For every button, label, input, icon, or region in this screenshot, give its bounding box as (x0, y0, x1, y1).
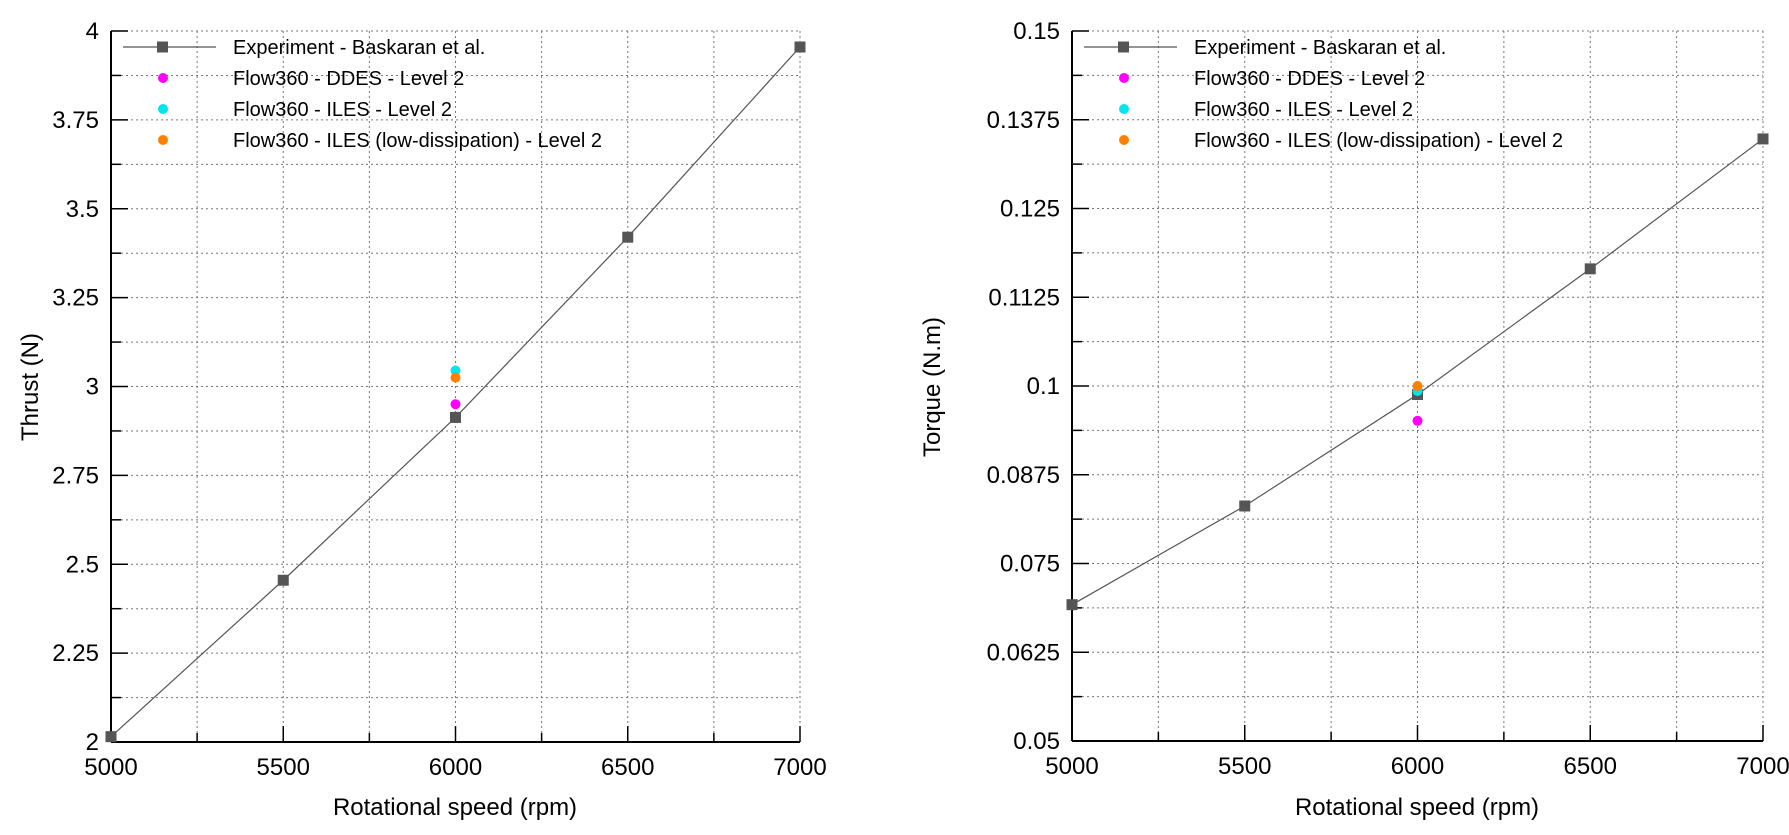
y-tick-label: 4 (86, 18, 99, 45)
x-tick-label: 5500 (1218, 753, 1271, 780)
data-point-circle (450, 365, 461, 376)
y-tick-label: 2.75 (52, 462, 99, 489)
x-tick-label: 6500 (601, 754, 654, 781)
torque-chart: Rotational speed (rpm) Torque (N.m) 5000… (919, 18, 1789, 821)
y-tick-label: 0.15 (1013, 18, 1060, 45)
data-point-square (105, 731, 117, 743)
x-tick-label: 7000 (1736, 753, 1789, 780)
data-point-square (622, 231, 634, 243)
legend-label: Flow360 - DDES - Level 2 (233, 68, 464, 90)
y-tick-label: 0.1125 (988, 284, 1060, 311)
legend-label: Flow360 - ILES (low-dissipation) - Level… (233, 130, 602, 152)
legend-label: Flow360 - DDES - Level 2 (1194, 68, 1425, 90)
legend-label: Experiment - Baskaran et al. (1194, 37, 1446, 59)
y-tick-label: 0.1 (1027, 373, 1060, 400)
x-tick-label: 6000 (1391, 753, 1444, 780)
legend-label: Experiment - Baskaran et al. (233, 37, 485, 59)
data-point-square (794, 41, 806, 53)
data-point-square (1584, 263, 1596, 275)
y-axis-label: Thrust (N) (17, 333, 44, 441)
y-tick-label: 3.25 (52, 285, 99, 312)
legend-label: Flow360 - ILES - Level 2 (1194, 99, 1413, 121)
data-point-circle (1412, 381, 1423, 391)
legend-label: Flow360 - ILES (low-dissipation) - Level… (1194, 130, 1563, 152)
legend-marker-square (157, 41, 168, 53)
data-point-square (277, 574, 289, 586)
data-point-square (1066, 599, 1078, 611)
x-tick-label: 5000 (1045, 753, 1098, 780)
legend-marker-circle (158, 135, 168, 145)
y-tick-label: 2.5 (66, 551, 99, 578)
x-tick-label: 7000 (773, 754, 826, 781)
x-tick-label: 5000 (84, 754, 137, 781)
y-tick-label: 3 (86, 374, 99, 401)
legend-marker-circle (158, 104, 168, 114)
y-tick-label: 3.5 (66, 196, 99, 223)
legend-marker-square (1118, 41, 1129, 53)
data-point-circle (1412, 415, 1423, 426)
data-point-circle (450, 372, 461, 383)
legend-marker-circle (1119, 135, 1129, 145)
data-point-square (450, 411, 461, 423)
legend-label: Flow360 - ILES - Level 2 (233, 99, 452, 121)
legend-marker-circle (158, 73, 168, 83)
x-tick-label: 6000 (429, 754, 482, 781)
y-tick-label: 2 (86, 729, 99, 756)
data-point-circle (450, 399, 461, 410)
x-axis-label: Rotational speed (rpm) (1295, 794, 1539, 821)
y-tick-label: 0.0875 (987, 462, 1060, 489)
y-axis-label: Torque (N.m) (919, 317, 946, 457)
y-tick-label: 0.05 (1013, 728, 1060, 755)
x-axis-label: Rotational speed (rpm) (333, 794, 577, 821)
thrust-chart: Rotational speed (rpm) Thrust (N) 5000 55… (17, 18, 827, 821)
data-point-square (1239, 500, 1251, 512)
y-tick-label: 0.0625 (987, 639, 1060, 666)
y-tick-label: 3.75 (52, 107, 99, 134)
legend-marker-circle (1119, 73, 1129, 83)
y-tick-label: 0.125 (1000, 196, 1060, 223)
y-tick-label: 0.1375 (987, 107, 1060, 134)
y-tick-label: 0.075 (1000, 551, 1060, 578)
x-tick-label: 6500 (1564, 753, 1617, 780)
legend-marker-circle (1119, 104, 1129, 114)
x-tick-label: 5500 (257, 754, 310, 781)
y-tick-label: 2.25 (52, 640, 99, 667)
data-point-square (1757, 133, 1769, 145)
